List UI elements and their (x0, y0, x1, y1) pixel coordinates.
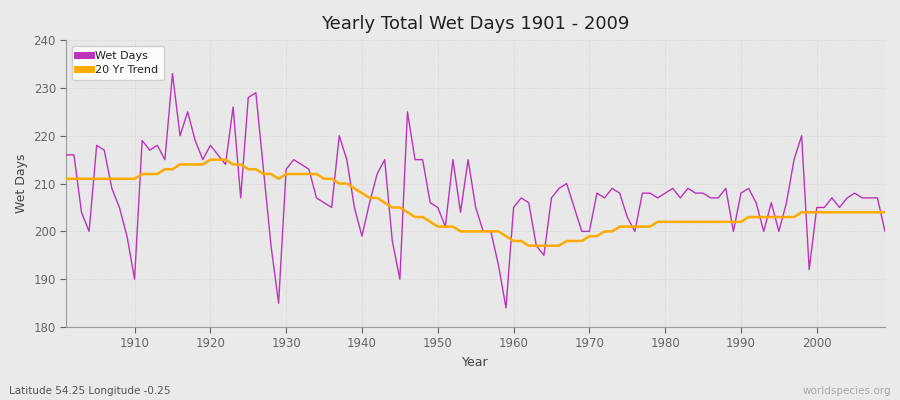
20 Yr Trend (508, 238, 519, 243)
Text: worldspecies.org: worldspecies.org (803, 386, 891, 396)
20 Yr Trend (341, 181, 352, 186)
Legend: Wet Days, 20 Yr Trend: Wet Days, 20 Yr Trend (72, 46, 164, 80)
Line: 20 Yr Trend: 20 Yr Trend (67, 160, 885, 246)
20 Yr Trend (205, 157, 216, 162)
Wet Days (296, 162, 307, 167)
Line: Wet Days: Wet Days (67, 74, 885, 308)
20 Yr Trend (61, 176, 72, 181)
Wet Days (615, 191, 626, 196)
Wet Days (341, 157, 352, 162)
20 Yr Trend (879, 210, 890, 215)
20 Yr Trend (516, 238, 526, 243)
Wet Days (61, 152, 72, 157)
Wet Days (516, 196, 526, 200)
Wet Days (167, 71, 178, 76)
X-axis label: Year: Year (463, 356, 489, 369)
20 Yr Trend (615, 224, 626, 229)
20 Yr Trend (523, 243, 534, 248)
Wet Days (523, 200, 534, 205)
Wet Days (122, 234, 132, 238)
20 Yr Trend (122, 176, 132, 181)
Wet Days (879, 229, 890, 234)
Text: Latitude 54.25 Longitude -0.25: Latitude 54.25 Longitude -0.25 (9, 386, 170, 396)
Wet Days (500, 306, 511, 310)
Title: Yearly Total Wet Days 1901 - 2009: Yearly Total Wet Days 1901 - 2009 (321, 15, 630, 33)
20 Yr Trend (296, 172, 307, 176)
Y-axis label: Wet Days: Wet Days (15, 154, 28, 213)
